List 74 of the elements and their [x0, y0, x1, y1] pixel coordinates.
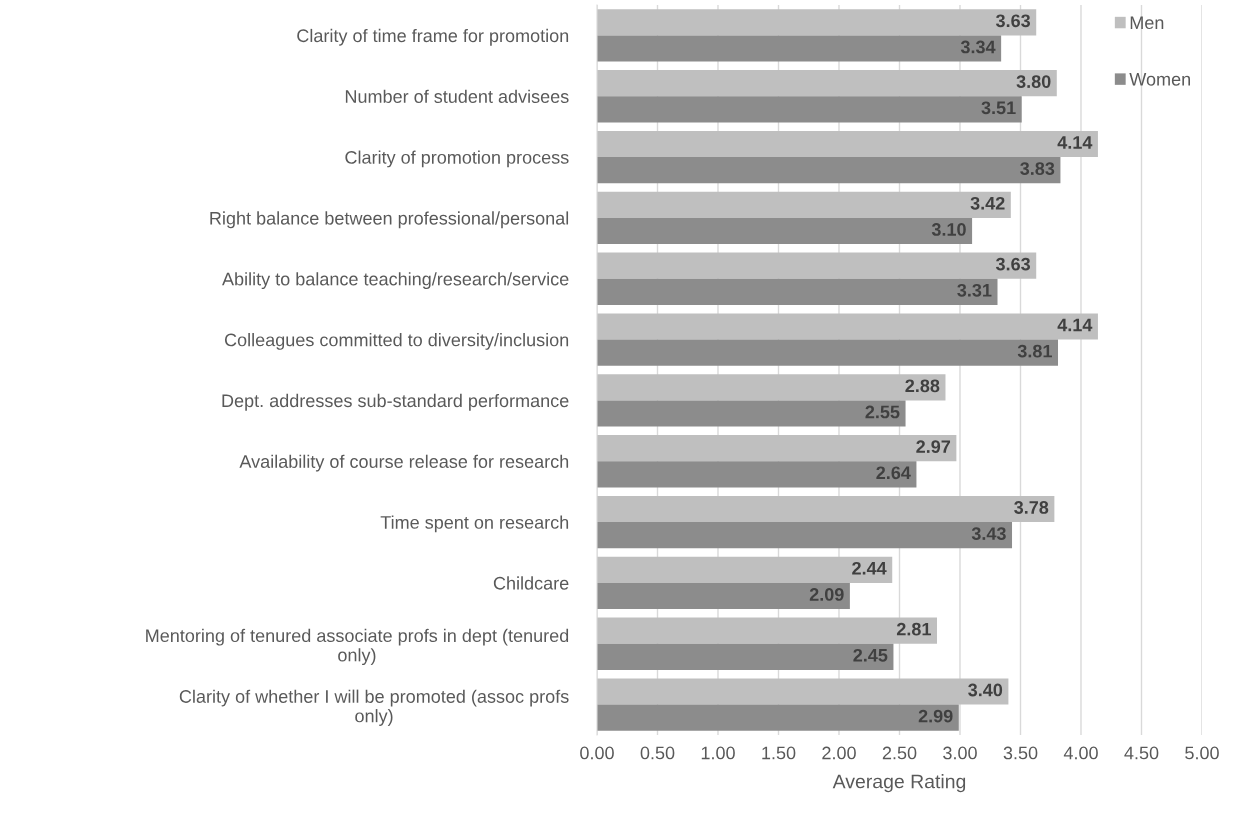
- y-tick-label: Time spent on research: [380, 515, 569, 533]
- data-label: 4.14: [1057, 136, 1093, 149]
- data-label: 3.81: [1017, 344, 1052, 358]
- data-label: 3.80: [1016, 75, 1051, 89]
- y-tick-label: Availability of course release for research: [239, 454, 569, 472]
- data-label: 3.63: [995, 14, 1031, 28]
- data-label: 2.09: [809, 588, 844, 601]
- y-tick-label: Number of student advisees: [345, 89, 569, 103]
- legend-label: Women: [1129, 73, 1190, 86]
- x-tick-label: 2.00: [822, 746, 856, 760]
- y-tick-label: Ability to balance teaching/research/service: [222, 272, 569, 290]
- data-label: 3.83: [1020, 162, 1055, 176]
- bar: [597, 495, 1055, 523]
- bar: [597, 191, 1011, 218]
- data-label: 3.43: [971, 527, 1006, 541]
- bar: [597, 313, 1098, 340]
- bar: [597, 461, 917, 488]
- x-tick-label: 4.50: [1124, 746, 1159, 760]
- data-label: 3.40: [968, 683, 1003, 697]
- x-tick-label: 0.00: [580, 746, 614, 760]
- y-tick-label: Clarity of promotion process: [345, 150, 569, 168]
- data-label: 3.34: [960, 40, 996, 54]
- x-tick-label: 3.00: [943, 746, 977, 760]
- x-tick-label: 4.00: [1063, 746, 1098, 760]
- legend-label: Men: [1130, 16, 1164, 30]
- bar: [597, 252, 1037, 279]
- data-label: 2.45: [853, 648, 888, 662]
- x-tick-label: 5.00: [1185, 746, 1219, 760]
- x-tick-label: 1.50: [762, 746, 796, 760]
- data-label: 2.88: [905, 379, 940, 393]
- bar: [597, 339, 1059, 366]
- data-label: 2.55: [865, 405, 900, 419]
- x-tick-label: 1.00: [701, 746, 735, 760]
- bar: [597, 617, 938, 644]
- data-label: 3.42: [970, 196, 1005, 210]
- bar: [597, 96, 1022, 123]
- bar: [597, 374, 946, 401]
- data-label: 3.78: [1014, 501, 1049, 514]
- bar: [597, 130, 1098, 158]
- data-label: 3.31: [957, 283, 992, 297]
- x-tick-label: 3.50: [1003, 746, 1038, 760]
- y-tick-label: Childcare: [493, 576, 569, 590]
- bar: [597, 400, 906, 427]
- bar: [597, 435, 957, 462]
- bar: [597, 278, 998, 305]
- y-tick-label: Right balance between professional/personal: [210, 211, 569, 229]
- data-label: 2.81: [896, 622, 931, 636]
- x-tick-label: 2.50: [882, 746, 917, 760]
- data-label: 4.14: [1057, 318, 1093, 332]
- data-label: 2.99: [918, 709, 953, 723]
- bar: [597, 35, 1002, 62]
- bar: [597, 643, 894, 670]
- y-tick-label: Mentoring of tenured associate profs in dept (tenured only): [146, 628, 569, 666]
- bar: [597, 582, 850, 610]
- bar: [597, 522, 1013, 549]
- y-tick-label: Colleagues committed to diversity/inclusion: [224, 333, 569, 350]
- bar: [597, 157, 1061, 184]
- data-label: 2.44: [852, 561, 887, 575]
- y-tick-label: Dept. addresses sub-standard performance: [222, 393, 569, 411]
- y-tick-label: Clarity of time frame for promotion: [297, 28, 569, 46]
- data-label: 3.10: [931, 223, 966, 236]
- data-label: 2.97: [916, 440, 951, 454]
- bar: [597, 556, 893, 583]
- bar: [597, 678, 1009, 705]
- bar: [597, 70, 1057, 97]
- bar: [597, 217, 973, 245]
- x-tick-label: 0.50: [640, 746, 675, 760]
- bar: [597, 9, 1037, 36]
- bar: [597, 704, 959, 731]
- x-axis-title: Average Rating: [832, 774, 966, 793]
- y-tick-label: Clarity of whether I will be promoted (assoc profs only): [179, 689, 569, 726]
- data-label: 3.51: [981, 101, 1016, 115]
- data-label: 3.63: [995, 257, 1031, 271]
- data-label: 2.64: [876, 466, 911, 480]
